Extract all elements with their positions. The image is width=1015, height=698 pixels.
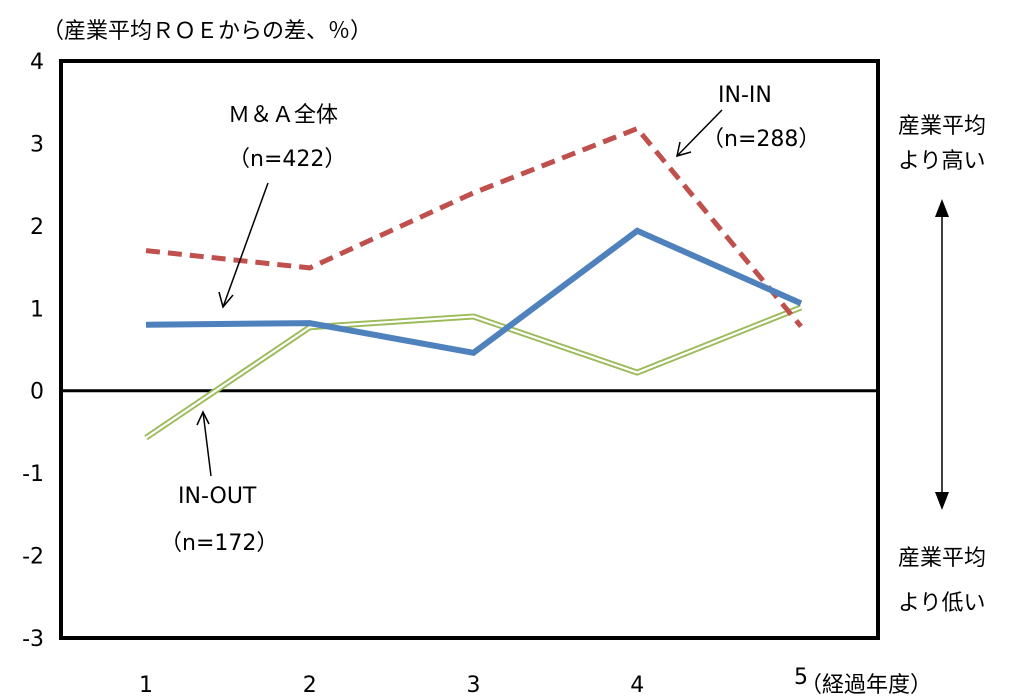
double-arrow-down-head <box>935 492 949 510</box>
y-tick-label: 1 <box>30 297 44 322</box>
series-label-inout-count: （n=172） <box>160 531 278 556</box>
y-tick-label: -1 <box>22 462 44 487</box>
y-tick-label: 4 <box>30 50 44 75</box>
callout-arrow-ma <box>222 182 269 308</box>
series-line <box>145 227 803 356</box>
annotation-higher-line1: 産業平均 <box>898 114 986 139</box>
y-axis-title: （産業平均ＲＯＥからの差、％） <box>42 19 372 44</box>
x-tick-labels: 1 2 3 4 5 <box>139 665 808 698</box>
y-tick-label: -2 <box>22 545 44 570</box>
plot-area-frame <box>59 59 880 640</box>
y-tick-label: 3 <box>30 132 44 157</box>
series-line <box>145 125 803 329</box>
x-axis-title: （経過年度） <box>800 673 932 698</box>
y-tick-label: -3 <box>22 627 44 652</box>
series-line-inner <box>145 306 802 439</box>
series-label-inout-name: IN-OUT <box>178 484 257 509</box>
x-tick-label: 5 <box>794 665 808 690</box>
x-tick-label: 1 <box>139 673 153 698</box>
x-tick-label: 3 <box>467 673 481 698</box>
callout-arrowhead-inout <box>196 410 210 426</box>
y-tick-label: 2 <box>30 215 44 240</box>
x-tick-label: 4 <box>630 673 644 698</box>
callout-arrow-inin <box>676 109 723 157</box>
annotation-higher-line2: より高い <box>898 149 986 174</box>
annotation-lower-line2: より低い <box>898 591 986 616</box>
series-label-inin-name: IN-IN <box>718 83 772 108</box>
series-label-ma-count: （n=422） <box>228 147 346 172</box>
annotation-lower-line1: 産業平均 <box>898 546 986 571</box>
callout-arrowhead-ma <box>218 291 234 309</box>
y-tick-labels: 4 3 2 1 0 -1 -2 -3 <box>22 50 44 652</box>
series-label-ma-name: Ｍ＆Ａ全体 <box>228 103 338 128</box>
callout-arrow-inout <box>202 411 212 477</box>
y-tick-label: 0 <box>30 380 44 405</box>
series-label-inin-count: （n=288） <box>702 127 820 152</box>
x-tick-label: 2 <box>303 673 317 698</box>
double-arrow-up-head <box>935 199 949 217</box>
series-layer <box>144 125 803 441</box>
callout-arrowhead-inin <box>676 141 692 158</box>
